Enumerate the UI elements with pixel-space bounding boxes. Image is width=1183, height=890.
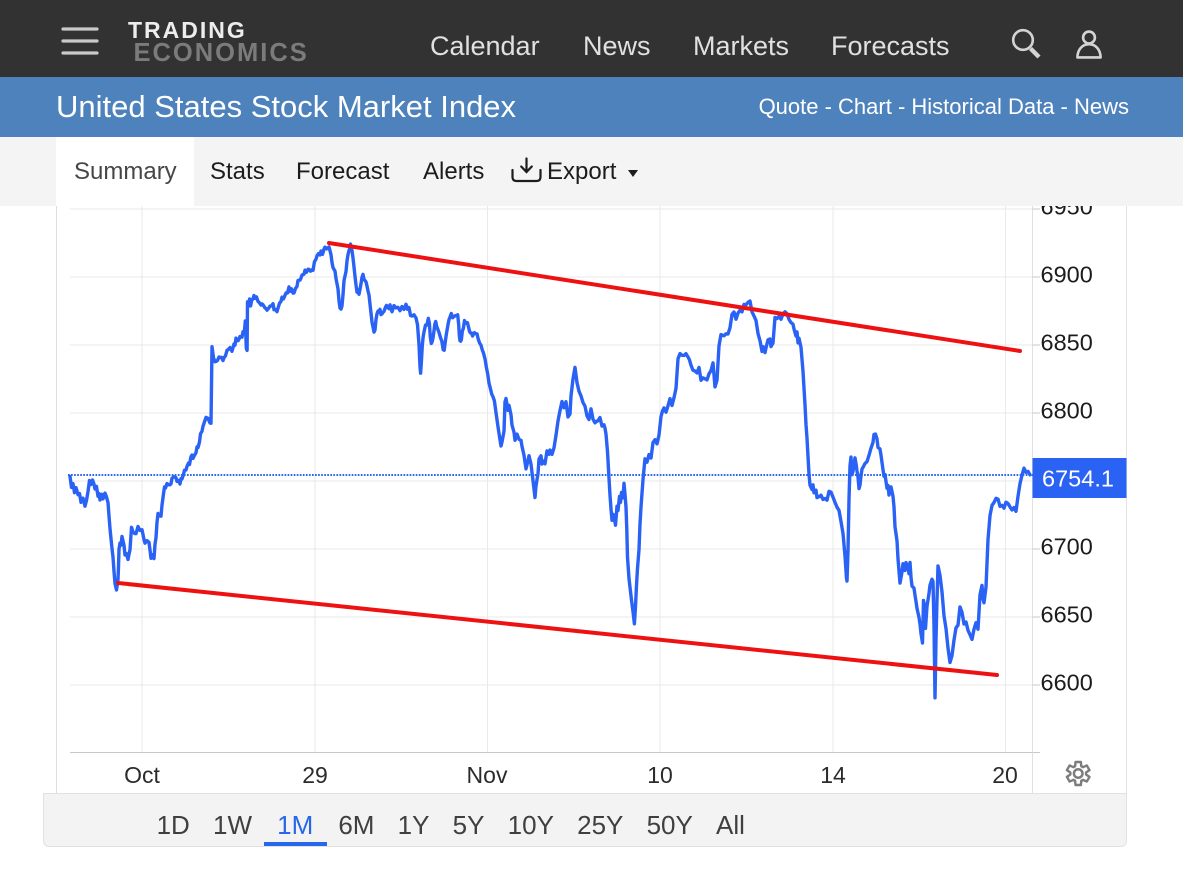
svg-text:6850: 6850 — [1041, 330, 1093, 356]
svg-text:Nov: Nov — [467, 762, 508, 788]
svg-text:6950: 6950 — [1041, 206, 1093, 220]
svg-text:6754.1: 6754.1 — [1042, 466, 1114, 492]
svg-text:14: 14 — [820, 762, 846, 788]
svg-text:6600: 6600 — [1041, 670, 1093, 696]
svg-text:20: 20 — [992, 762, 1018, 788]
svg-text:10: 10 — [647, 762, 673, 788]
svg-text:6900: 6900 — [1041, 262, 1093, 288]
svg-text:6650: 6650 — [1041, 602, 1093, 628]
svg-text:29: 29 — [302, 762, 328, 788]
svg-text:Oct: Oct — [124, 762, 160, 788]
svg-text:6800: 6800 — [1041, 398, 1093, 424]
svg-text:6700: 6700 — [1041, 534, 1093, 560]
